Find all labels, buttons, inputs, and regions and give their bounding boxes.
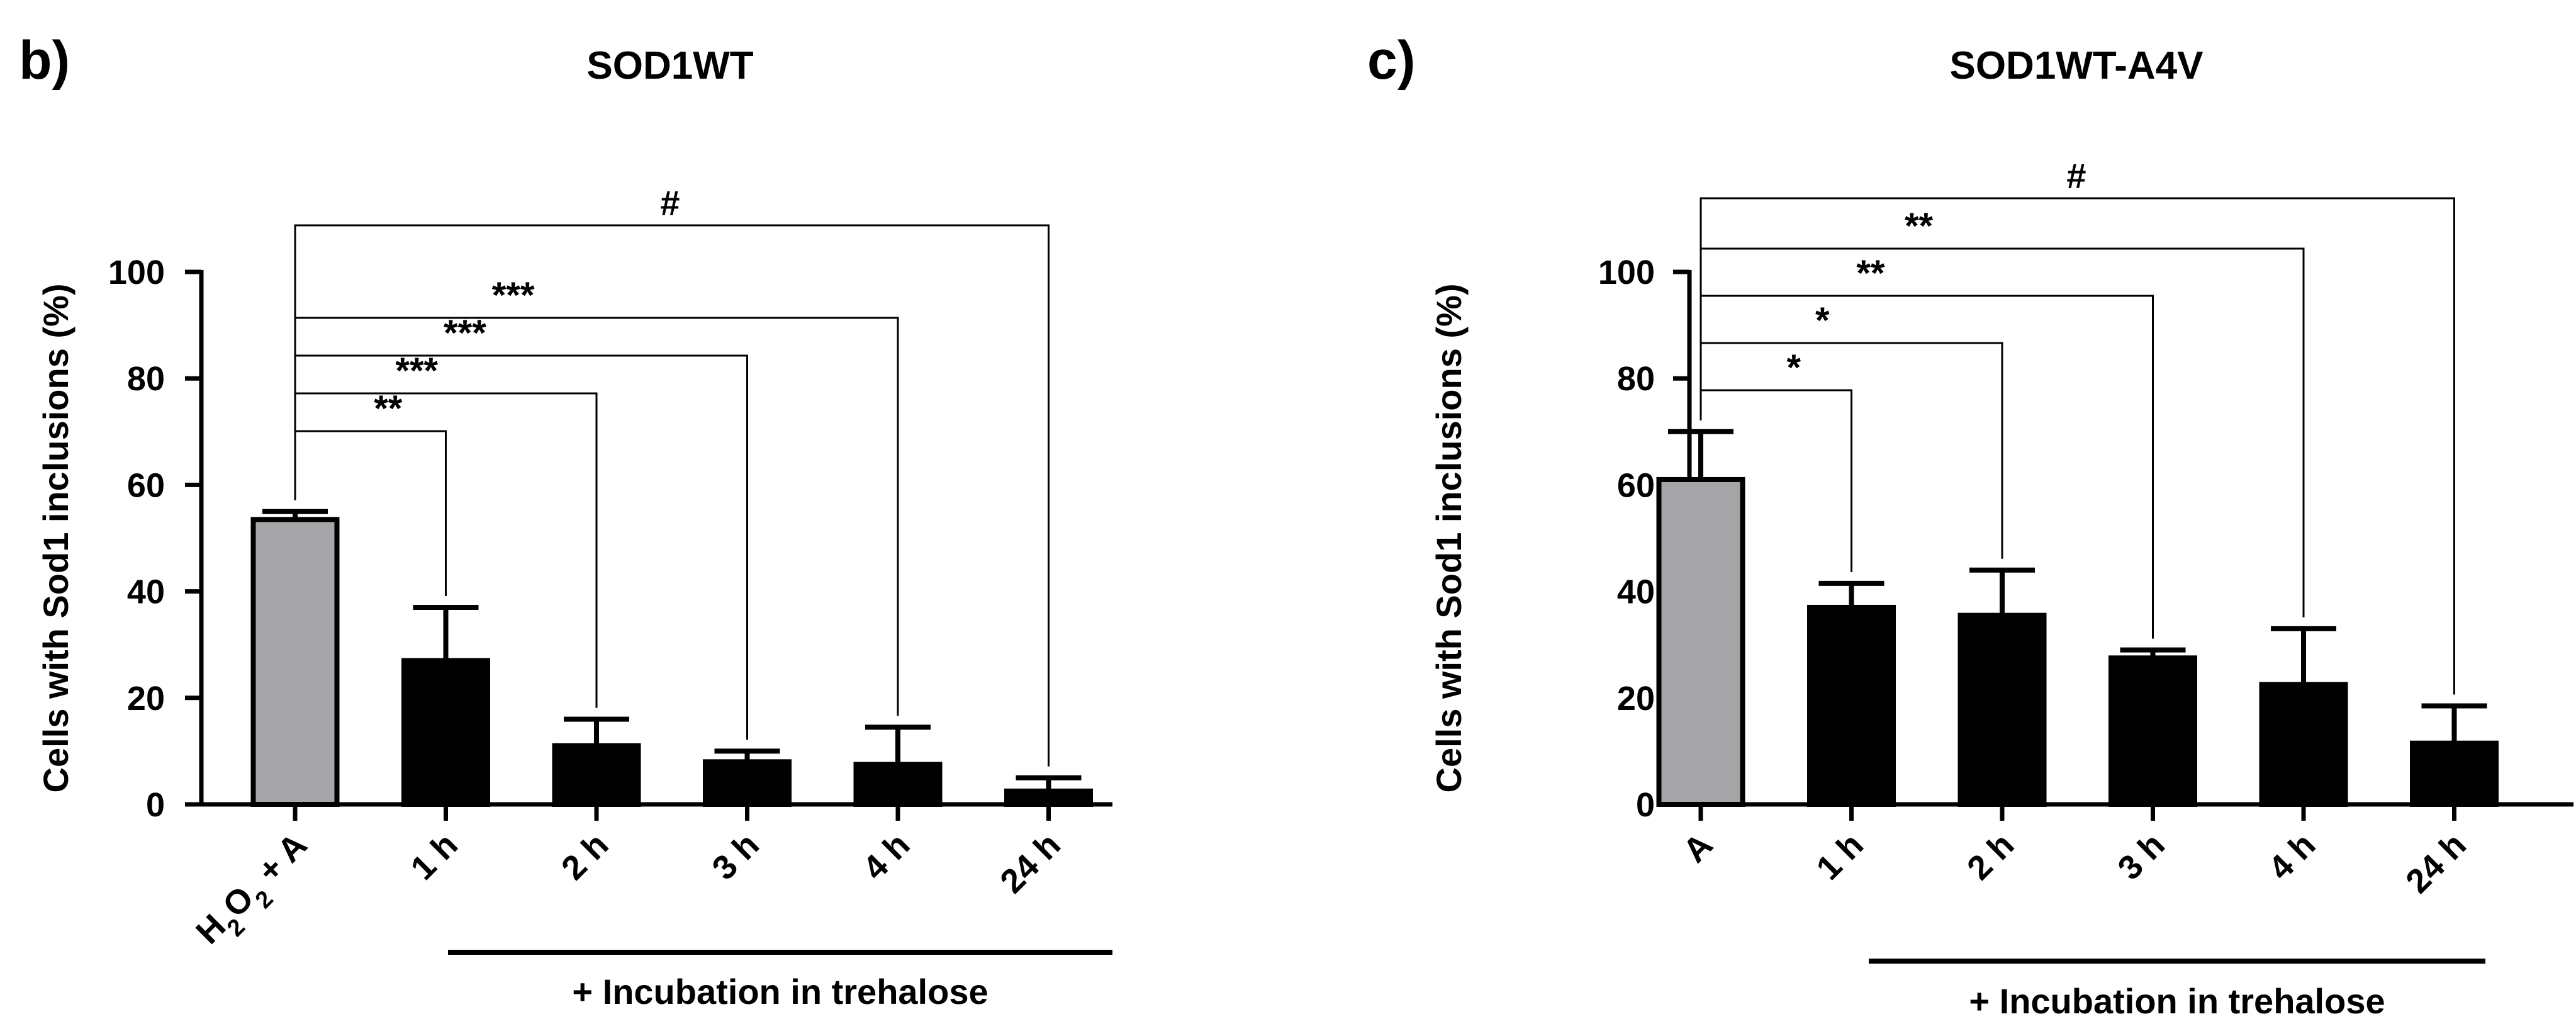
y-tick-label: 20 <box>1617 680 1655 718</box>
bar-2 <box>1807 604 1896 807</box>
x-tick-label-part: + A <box>244 826 314 896</box>
chart-panel-c: c) SOD1WT-A4V Cells with Sod1 inclusions (… <box>1367 30 2573 1021</box>
significance-label: * <box>1815 300 1830 341</box>
significance-label: *** <box>492 275 535 316</box>
x-tick-label: 1 h <box>403 826 465 887</box>
significance-bracket <box>294 224 1050 767</box>
bar-6 <box>2410 740 2499 807</box>
x-tick-label: 2 h <box>1960 826 2022 887</box>
x-tick-label: 3 h <box>705 826 766 887</box>
bar-6 <box>1004 788 1093 807</box>
x-tick-label: 24 h <box>2399 826 2473 901</box>
group-underline-label: + Incubation in trehalose <box>1969 981 2385 1021</box>
y-tick-label: 100 <box>108 254 165 291</box>
significance-label: # <box>660 183 680 223</box>
significance-label: *** <box>444 313 486 354</box>
significance-label: ** <box>374 388 403 429</box>
x-tick-label: 4 h <box>2261 826 2323 887</box>
bar-4 <box>2108 655 2197 807</box>
x-tick-label: H2O2 + A <box>189 826 322 959</box>
bar-3 <box>552 743 641 807</box>
y-tick-label: 80 <box>1617 360 1655 398</box>
significance-bracket <box>1700 295 2154 639</box>
significance-label: *** <box>395 351 438 391</box>
y-axis-label: Cells with Sod1 inclusions (%) <box>36 284 76 793</box>
y-tick-label: 0 <box>1636 786 1655 824</box>
y-axis-label: Cells with Sod1 inclusions (%) <box>1429 284 1469 793</box>
significance-label: ** <box>1856 253 1885 294</box>
bar-1 <box>1656 476 1745 807</box>
x-tick-label: 4 h <box>856 826 917 887</box>
y-tick-label: 100 <box>1598 254 1655 291</box>
bar-1 <box>250 517 340 807</box>
y-tick-label: 0 <box>146 786 165 824</box>
x-tick-label: 24 h <box>993 826 1068 901</box>
bar-3 <box>1957 612 2047 807</box>
chart-title: SOD1WT-A4V <box>1949 44 2203 87</box>
significance-label: # <box>2066 156 2086 196</box>
bar-4 <box>703 759 792 807</box>
bar-2 <box>401 658 490 807</box>
chart-panel-b: b) SOD1WT Cells with Sod1 inclusions (%) 0 2… <box>19 30 1112 1011</box>
y-tick-label: 40 <box>127 573 165 611</box>
x-tick-label: 1 h <box>1809 826 1871 887</box>
significance-label: ** <box>1905 206 1934 247</box>
x-tick-label: 2 h <box>554 826 616 887</box>
chart-title: SOD1WT <box>586 44 753 87</box>
panel-label: b) <box>19 30 70 91</box>
x-tick-label: 3 h <box>2110 826 2172 887</box>
x-tick-label-part: O <box>216 879 261 925</box>
y-tick-label: 40 <box>1617 573 1655 611</box>
significance-bracket <box>294 354 748 740</box>
significance-bracket <box>1700 197 2455 695</box>
y-tick-label: 60 <box>127 466 165 504</box>
panel-label: c) <box>1367 30 1415 91</box>
x-tick-label-part: H <box>189 907 233 951</box>
bar-5 <box>853 762 943 808</box>
y-tick-label: 20 <box>127 680 165 718</box>
significance-label: * <box>1786 347 1801 388</box>
x-tick-label: A <box>1676 826 1720 870</box>
y-tick-label: 60 <box>1617 466 1655 504</box>
bar-5 <box>2259 682 2348 808</box>
group-underline-label: + Incubation in trehalose <box>572 972 988 1011</box>
y-tick-label: 80 <box>127 360 165 398</box>
